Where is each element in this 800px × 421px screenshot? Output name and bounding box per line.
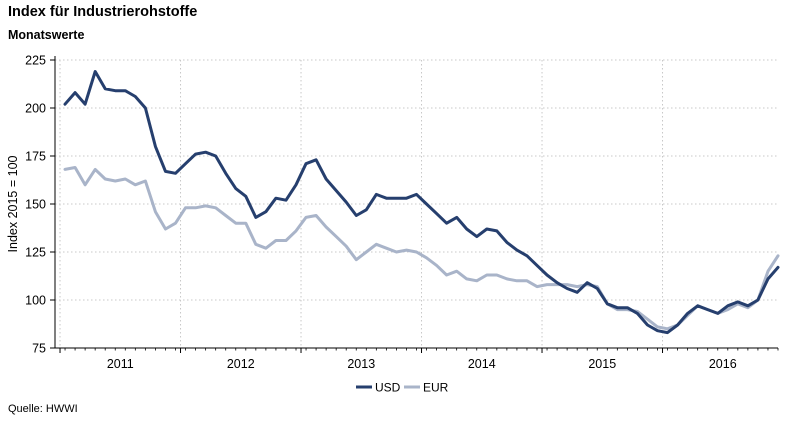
grid (55, 59, 778, 348)
y-tick-label: 175 (25, 150, 46, 164)
y-axis-title: Index 2015 = 100 (6, 155, 20, 252)
x-tick-label: 2015 (588, 357, 616, 371)
source-note: Quelle: HWWI (8, 403, 78, 415)
series-line-eur (63, 166, 780, 331)
y-tick-label: 200 (25, 102, 46, 116)
x-tick-label: 2013 (347, 357, 375, 371)
x-tick-label: 2012 (227, 357, 255, 371)
series (63, 70, 780, 335)
y-tick-label: 100 (25, 294, 46, 308)
x-tick-label: 2014 (468, 357, 496, 371)
legend-label-eur: EUR (423, 381, 449, 395)
x-tick-label: 2011 (107, 357, 134, 371)
x-tick-labels: 2011 2012 2013 2014 2015 2016 (59, 348, 779, 371)
y-tick-labels: 75 100 125 150 175 200 225 (25, 54, 55, 356)
chart-title: Index für Industrierohstoffe (8, 4, 198, 20)
y-tick-label: 225 (25, 54, 46, 68)
y-tick-label: 150 (25, 198, 46, 212)
y-tick-label: 75 (32, 342, 46, 356)
x-tick-label: 2016 (709, 357, 737, 371)
chart-subtitle: Monatswerte (8, 28, 85, 42)
y-tick-label: 125 (25, 246, 46, 260)
axes (54, 56, 778, 349)
legend: USD EUR (356, 381, 449, 395)
legend-label-usd: USD (375, 381, 401, 395)
series-line-usd (63, 70, 780, 335)
